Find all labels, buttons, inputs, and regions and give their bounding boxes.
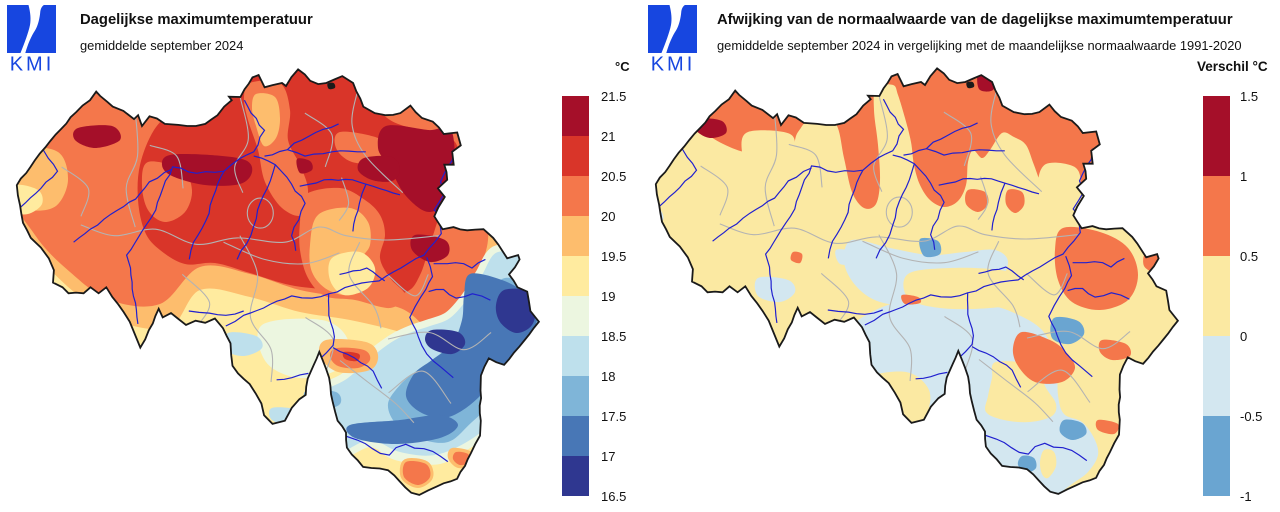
svg-text:KMI: KMI: [651, 54, 696, 73]
svg-text:KMI: KMI: [10, 54, 55, 73]
